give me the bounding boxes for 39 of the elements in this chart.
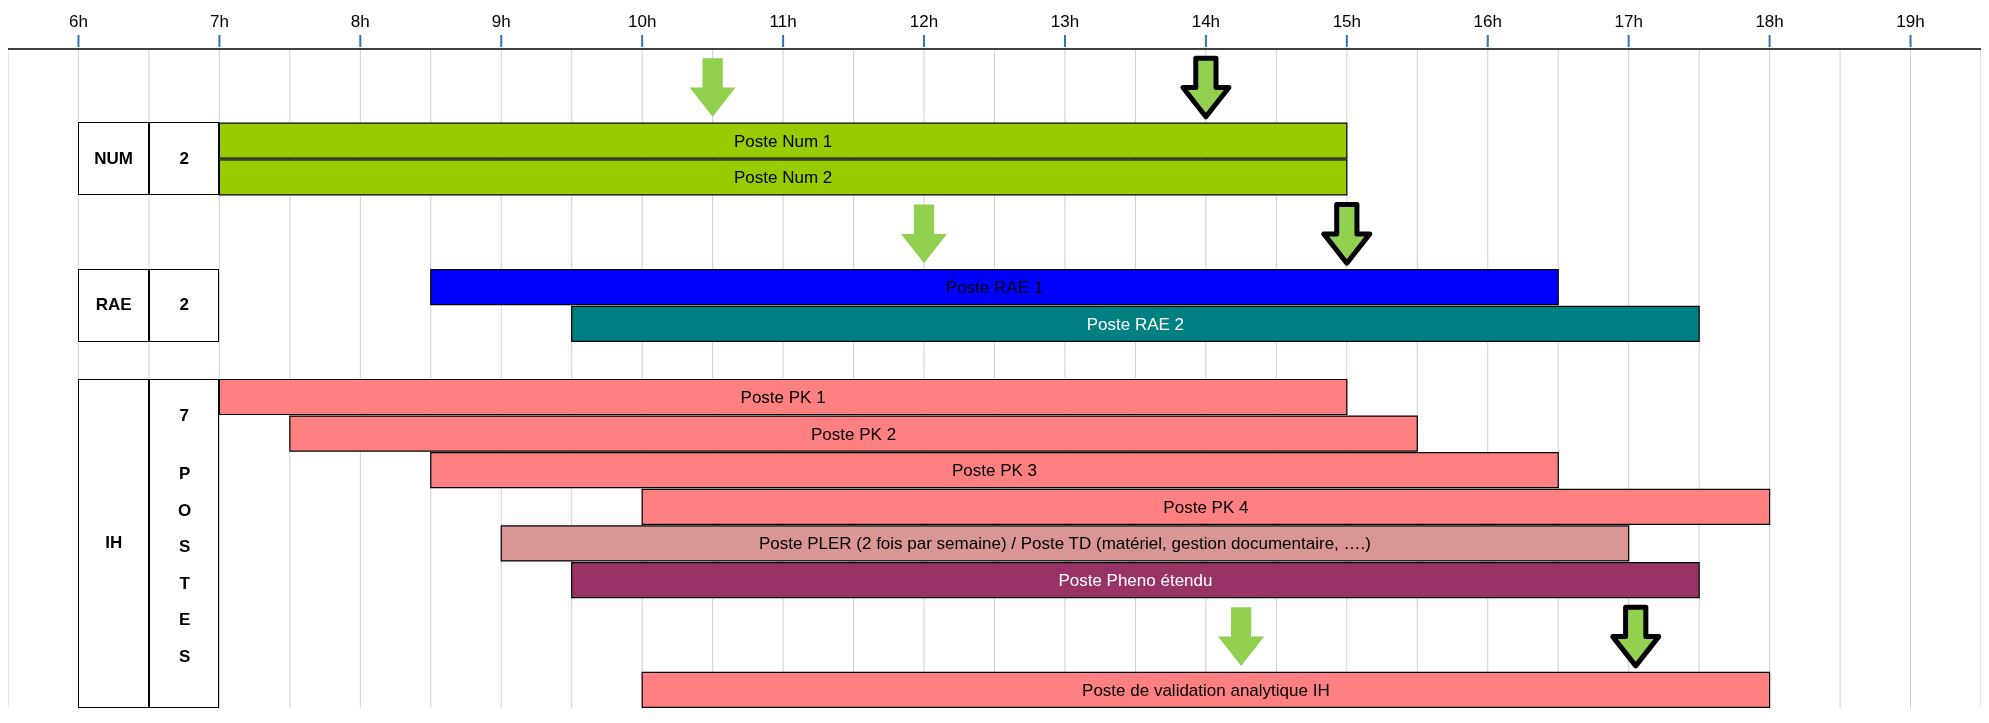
x-tick-label: 17h	[1614, 12, 1643, 31]
annotation: 7	[179, 404, 189, 427]
annotation: 2	[179, 293, 189, 316]
annotation: 2	[179, 147, 189, 170]
y-tick-label: Poste Num 2	[733, 168, 833, 188]
annotation: IH	[105, 531, 123, 554]
y-tick-label: Poste RAE 2	[1086, 314, 1185, 334]
y-tick-label: Poste de validation analytique IH	[1082, 680, 1330, 700]
y-tick-label: Poste PK 1	[740, 387, 826, 407]
y-tick-label: Poste PK 3	[951, 461, 1038, 481]
y-tick-label: Poste PLER (2 fois par semaine) / Poste TD (matériel, gestion documentaire, ….)	[758, 534, 1371, 554]
y-tick-label: Poste Num 1	[733, 131, 833, 151]
x-tick-label: 18h	[1755, 12, 1784, 31]
table-cell: RAE	[78, 268, 149, 342]
bar	[641, 671, 1771, 708]
x-tick-label: 7h	[209, 12, 229, 31]
table-cell: NUM	[78, 122, 149, 196]
table-cell: 2	[148, 122, 220, 196]
annotation: POSTES	[174, 463, 195, 684]
y-tick-label: Poste RAE 1	[945, 278, 1044, 298]
x-tick-label: 14h	[1191, 12, 1221, 31]
x-tick-label: 13h	[1050, 12, 1080, 31]
y-tick-label: Poste PK 2	[811, 424, 897, 444]
annotation: NUM	[94, 147, 134, 170]
annotation: RAE	[95, 293, 132, 316]
table-cell: 2	[148, 268, 220, 342]
table-cell: 7 POSTES	[148, 378, 220, 708]
x-tick-label: 16h	[1473, 12, 1502, 31]
y-tick-label: Poste Pheno étendu	[1058, 571, 1213, 591]
table-cell: IH	[78, 378, 149, 708]
x-tick-label: 11h	[769, 12, 797, 31]
x-tick-label: 9h	[491, 12, 511, 31]
x-tick-label: 8h	[350, 12, 370, 31]
x-tick-label: 12h	[909, 12, 939, 31]
y-tick-label: Poste PK 4	[1163, 497, 1249, 517]
x-tick-label: 19h	[1896, 12, 1925, 31]
x-tick-label: 6h	[69, 12, 88, 31]
x-tick-label: 10h	[627, 12, 657, 31]
x-tick-label: 15h	[1332, 12, 1362, 31]
